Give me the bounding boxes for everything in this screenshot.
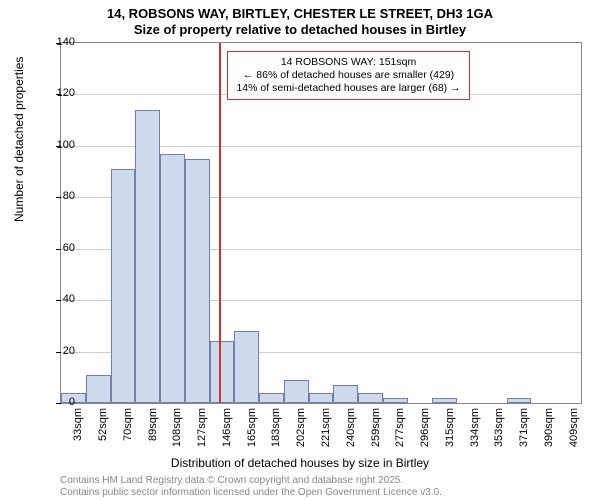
chart-title-line1: 14, ROBSONS WAY, BIRTLEY, CHESTER LE STR… [0, 6, 600, 21]
histogram-bar [383, 398, 408, 403]
histogram-bar [135, 110, 160, 403]
chart-title-line2: Size of property relative to detached ho… [0, 22, 600, 37]
x-tick-label: 334sqm [469, 408, 481, 458]
histogram-bar [185, 159, 210, 403]
histogram-bar [160, 154, 185, 403]
y-tick-label: 20 [63, 345, 75, 357]
histogram-bar [432, 398, 457, 403]
y-tick-label: 80 [63, 190, 75, 202]
x-tick-label: 108sqm [171, 408, 183, 458]
histogram-bar [284, 380, 309, 403]
x-tick-label: 240sqm [345, 408, 357, 458]
x-tick-label: 89sqm [147, 408, 159, 458]
y-tick [56, 300, 61, 301]
y-tick [56, 403, 61, 404]
y-axis-title-text: Number of detached properties [12, 57, 26, 222]
histogram-bar [358, 393, 383, 403]
x-tick-label: 296sqm [419, 408, 431, 458]
y-tick-label: 120 [57, 87, 75, 99]
plot-area: 14 ROBSONS WAY: 151sqm← 86% of detached … [60, 42, 582, 404]
footer-licence: Contains public sector information licen… [60, 487, 442, 498]
x-tick-label: 183sqm [270, 408, 282, 458]
x-tick-label: 127sqm [196, 408, 208, 458]
x-tick-label: 390sqm [543, 408, 555, 458]
x-tick-label: 165sqm [246, 408, 258, 458]
histogram-bar [86, 375, 111, 403]
y-tick-label: 140 [57, 36, 75, 48]
annotation-box: 14 ROBSONS WAY: 151sqm← 86% of detached … [227, 51, 469, 100]
x-tick-label: 70sqm [122, 408, 134, 458]
x-tick-label: 33sqm [72, 408, 84, 458]
x-tick-label: 353sqm [493, 408, 505, 458]
histogram-bar [234, 331, 259, 403]
y-tick-label: 100 [57, 139, 75, 151]
histogram-bar [309, 393, 334, 403]
x-tick-label: 146sqm [221, 408, 233, 458]
y-tick [56, 249, 61, 250]
x-tick-label: 371sqm [518, 408, 530, 458]
x-axis-title: Distribution of detached houses by size … [0, 456, 600, 470]
x-tick-label: 277sqm [394, 408, 406, 458]
x-tick-label: 259sqm [370, 408, 382, 458]
x-tick-label: 52sqm [97, 408, 109, 458]
x-tick-label: 409sqm [568, 408, 580, 458]
annotation-line3: 14% of semi-detached houses are larger (… [236, 82, 460, 95]
marker-line [219, 43, 221, 403]
y-tick-label: 0 [69, 396, 75, 408]
chart-container: 14, ROBSONS WAY, BIRTLEY, CHESTER LE STR… [0, 0, 600, 500]
histogram-bar [507, 398, 532, 403]
annotation-line2: ← 86% of detached houses are smaller (42… [236, 69, 460, 82]
annotation-line1: 14 ROBSONS WAY: 151sqm [236, 56, 460, 69]
y-axis-title: Number of detached properties [12, 57, 26, 222]
y-tick-label: 40 [63, 293, 75, 305]
y-tick [56, 197, 61, 198]
histogram-bar [111, 169, 136, 403]
y-tick-label: 60 [63, 242, 75, 254]
histogram-bar [259, 393, 284, 403]
x-tick-label: 202sqm [295, 408, 307, 458]
footer-copyright: Contains HM Land Registry data © Crown c… [60, 475, 403, 486]
histogram-bar [333, 385, 358, 403]
x-tick-label: 221sqm [320, 408, 332, 458]
y-tick [56, 352, 61, 353]
x-tick-label: 315sqm [444, 408, 456, 458]
histogram-bar [210, 341, 235, 403]
